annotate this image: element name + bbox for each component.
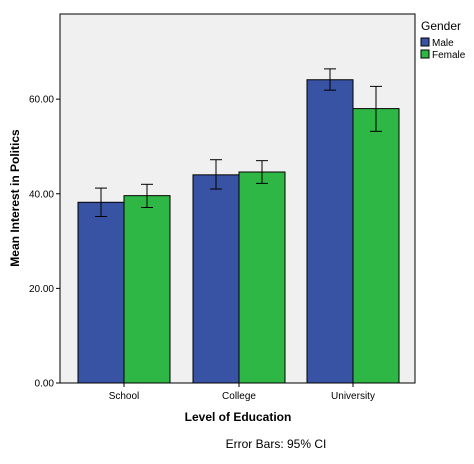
error-bar-college-male bbox=[210, 159, 222, 190]
bar-college-female bbox=[238, 171, 286, 384]
bars-layer bbox=[77, 79, 400, 384]
error-bars-layer bbox=[95, 68, 382, 217]
y-axis-label: Mean Interest in Politics bbox=[8, 129, 22, 267]
x-axis-label: Level of Education bbox=[185, 410, 292, 424]
bar-school-male bbox=[77, 201, 125, 384]
bar-university-male bbox=[306, 79, 354, 384]
x-tick-label: College bbox=[222, 391, 256, 402]
error-bar-university-male bbox=[324, 68, 336, 91]
bar-university-female bbox=[352, 108, 400, 384]
legend-title: Gender bbox=[421, 19, 461, 33]
x-tick-label: University bbox=[331, 391, 375, 402]
bar-school-female bbox=[123, 195, 171, 384]
x-tick-label: School bbox=[109, 391, 140, 402]
axis-layer: 0.00 20.00 40.00 60.00 School College Universi… bbox=[29, 95, 375, 402]
error-bar-school-male bbox=[95, 187, 107, 217]
chart-footnote: Error Bars: 95% CI bbox=[226, 437, 327, 451]
y-tick-label: 60.00 bbox=[29, 95, 54, 106]
bar-college-male bbox=[192, 174, 240, 384]
error-bar-school-female bbox=[141, 183, 153, 208]
y-tick-label: 0.00 bbox=[35, 379, 55, 390]
legend-label-female: Female bbox=[432, 50, 466, 61]
legend-swatch-female bbox=[420, 49, 430, 59]
error-bar-university-female bbox=[370, 85, 382, 132]
legend-swatch-male bbox=[420, 37, 430, 47]
legend-label-male: Male bbox=[432, 38, 454, 49]
error-bar-college-female bbox=[256, 160, 268, 184]
y-tick-label: 20.00 bbox=[29, 284, 54, 295]
y-tick-label: 40.00 bbox=[29, 189, 54, 200]
